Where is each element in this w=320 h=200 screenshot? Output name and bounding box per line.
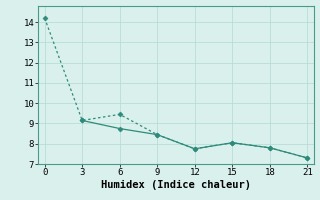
X-axis label: Humidex (Indice chaleur): Humidex (Indice chaleur) — [101, 180, 251, 190]
